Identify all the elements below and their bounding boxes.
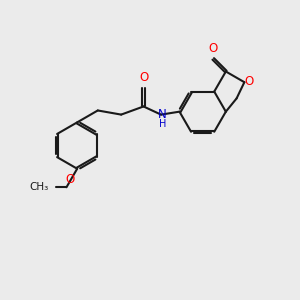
Text: O: O	[65, 173, 74, 186]
Text: O: O	[208, 42, 217, 55]
Text: N: N	[158, 108, 167, 121]
Text: H: H	[159, 118, 166, 128]
Text: O: O	[244, 75, 254, 88]
Text: O: O	[139, 71, 148, 84]
Text: CH₃: CH₃	[29, 182, 49, 192]
